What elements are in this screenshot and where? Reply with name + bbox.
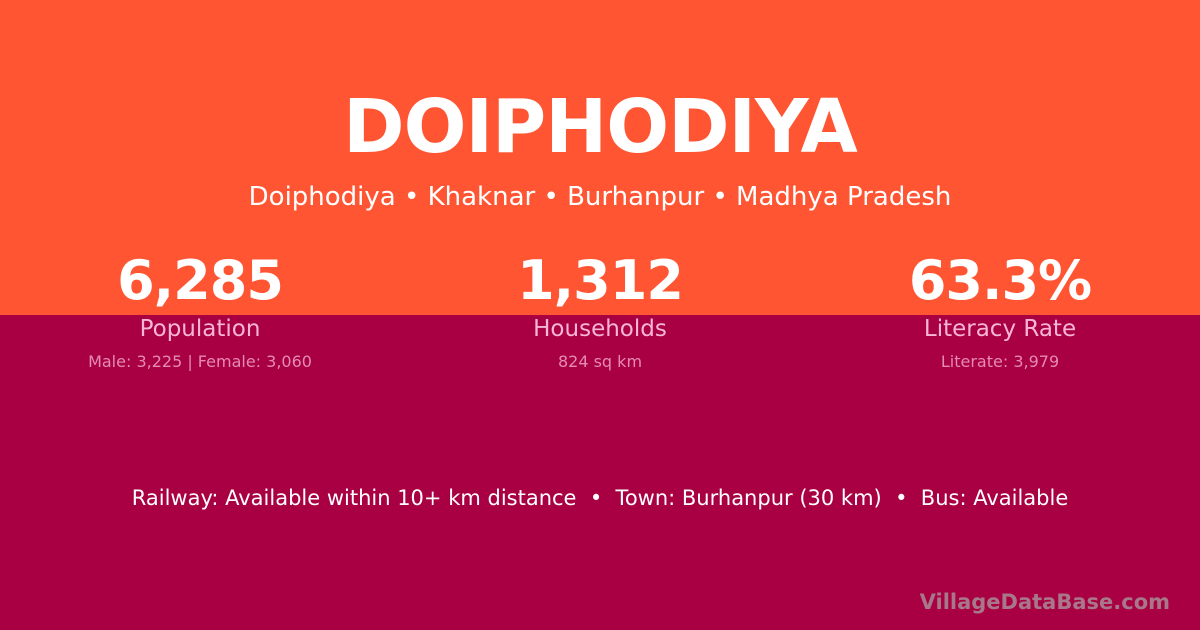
stat-households: 1,312 Households 824 sq km [400, 248, 800, 371]
village-title: DOIPHODIYA [343, 84, 858, 170]
stat-detail: 824 sq km [557, 352, 643, 371]
stat-literacy: 63.3% Literacy Rate Literate: 3,979 [800, 248, 1200, 371]
stat-value: 1,312 [517, 249, 684, 312]
stat-detail: Male: 3,225 | Female: 3,060 [88, 352, 312, 371]
stat-label: Households [533, 316, 667, 342]
breadcrumb: Doiphodiya • Khaknar • Burhanpur • Madhy… [248, 182, 952, 212]
connectivity-info: Railway: Available within 10+ km distanc… [131, 486, 1069, 510]
stat-detail: Literate: 3,979 [940, 352, 1060, 371]
stat-population: 6,285 Population Male: 3,225 | Female: 3… [0, 248, 400, 371]
stat-value: 63.3% [908, 249, 1092, 312]
watermark: VillageDataBase.com [919, 590, 1170, 614]
stat-label: Literacy Rate [923, 316, 1077, 342]
header-band [0, 0, 1200, 315]
stat-label: Population [139, 316, 261, 342]
stat-value: 6,285 [117, 249, 284, 312]
